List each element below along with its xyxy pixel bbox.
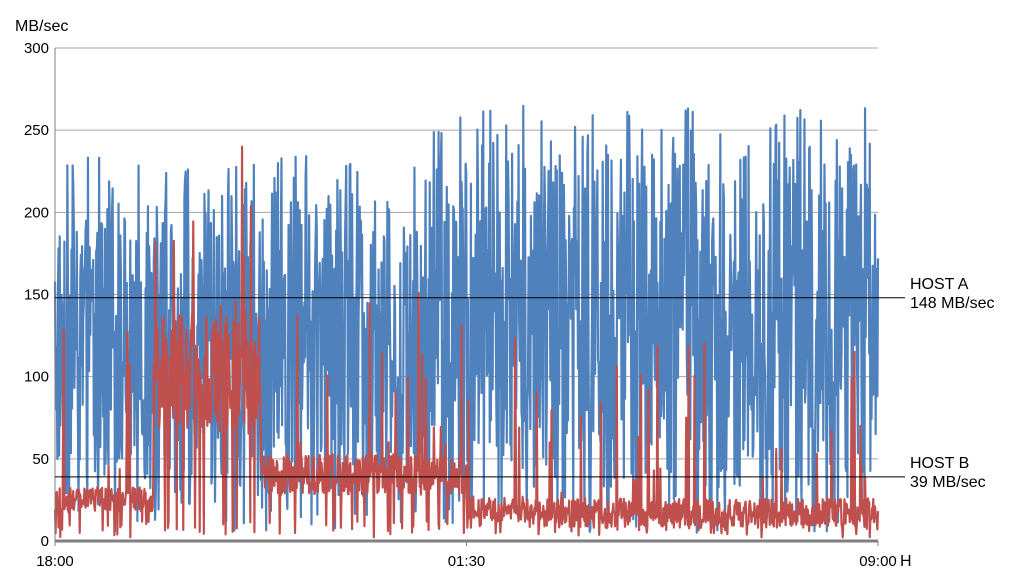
- series-lines: [53, 104, 880, 539]
- reference-value-label: 39 MB/sec: [910, 474, 986, 491]
- reference-lines: HOST A 148 MB/sec HOST B 39 MB/sec: [55, 276, 994, 491]
- y-tick-label: 0: [41, 533, 49, 550]
- y-axis-title: MB/sec: [15, 18, 68, 35]
- axes: [54, 48, 879, 546]
- reference-value-label: 148 MB/sec: [910, 295, 994, 312]
- reference-name-label: HOST B: [910, 455, 969, 472]
- series-line-host_b: [53, 145, 880, 539]
- y-tick-label: 50: [32, 451, 49, 468]
- x-tick-label: 18:00: [36, 553, 74, 570]
- y-tick-label: 250: [24, 122, 49, 139]
- x-tick-label: 01:30: [448, 553, 486, 570]
- x-axis-unit: H: [900, 553, 912, 570]
- reference-name-label: HOST A: [910, 276, 969, 293]
- y-tick-label: 300: [24, 40, 49, 57]
- y-tick-label: 150: [24, 287, 49, 304]
- labels: MB/sec H 0 50 100 150 200 250 300 18:00 01:30 09:…: [15, 18, 912, 570]
- x-tick-label: 09:00: [859, 553, 897, 570]
- y-tick-label: 100: [24, 369, 49, 386]
- y-tick-label: 200: [24, 204, 49, 221]
